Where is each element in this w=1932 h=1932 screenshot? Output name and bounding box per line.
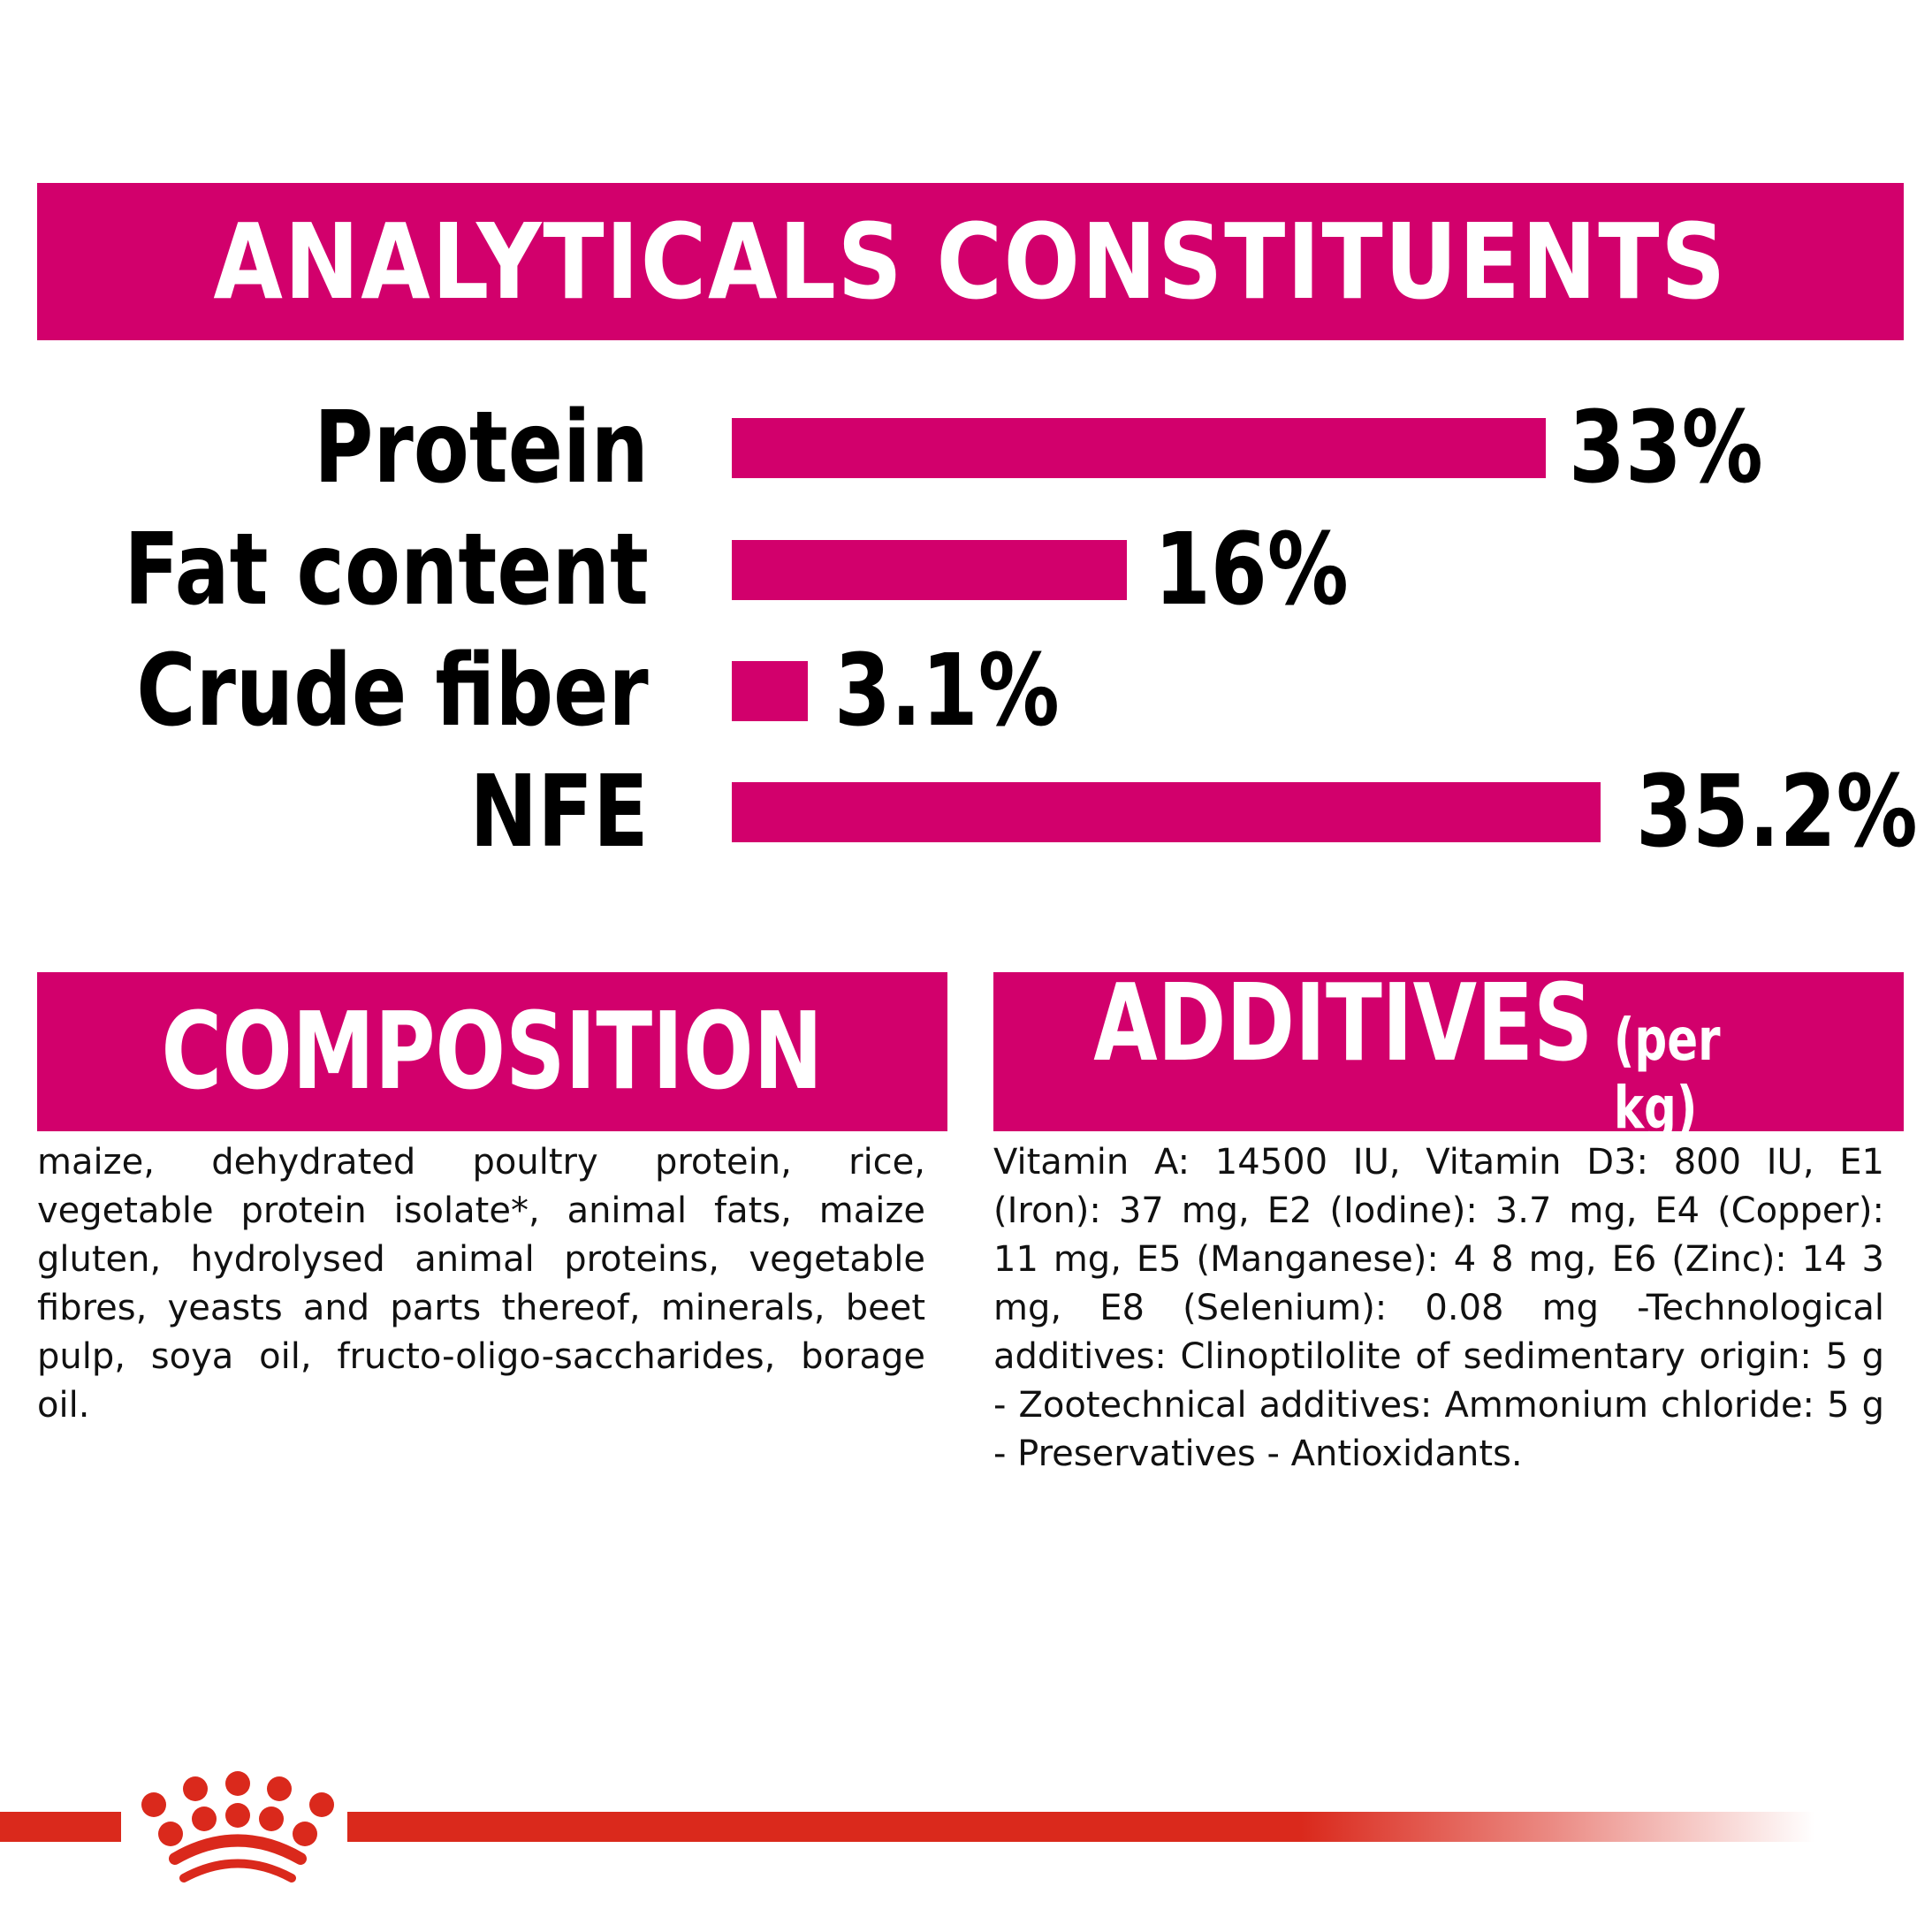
- bar-fiber: [732, 661, 808, 721]
- row-value: 16%: [1154, 513, 1349, 628]
- row-value: 33%: [1569, 391, 1763, 506]
- row-label: Protein: [314, 391, 649, 506]
- composition-title: COMPOSITION: [161, 990, 824, 1114]
- additives-title: ADDITIVES: [1093, 962, 1594, 1085]
- chart-row-fiber: Crude fiber 3.1%: [0, 638, 1932, 744]
- bar-fat: [732, 540, 1127, 600]
- row-label: Crude fiber: [136, 634, 649, 749]
- chart-row-fat: Fat content 16%: [0, 517, 1932, 623]
- crown-icon: [141, 1771, 334, 1883]
- row-value: 35.2%: [1636, 755, 1918, 870]
- row-label: NFE: [469, 755, 649, 870]
- composition-body: maize, dehydrated poultry protein, rice,…: [37, 1142, 925, 1426]
- row-label: Fat content: [124, 513, 649, 628]
- additives-text: Vitamin A: 14500 IU, Vitamin D3: 800 IU,…: [993, 1138, 1884, 1479]
- additives-header: ADDITIVES (per kg): [993, 962, 1904, 1142]
- chart-row-nfe: NFE 35.2%: [0, 759, 1932, 865]
- footer-line-right: [347, 1812, 1814, 1842]
- footer-line-left: [0, 1812, 121, 1842]
- composition-text: maize, dehydrated poultry protein, rice,…: [37, 1138, 925, 1430]
- bar-nfe: [732, 782, 1601, 842]
- row-value: 3.1%: [834, 634, 1060, 749]
- additives-subtitle: (per kg): [1613, 1005, 1721, 1142]
- composition-header: COMPOSITION: [37, 972, 947, 1131]
- bar-protein: [732, 418, 1546, 478]
- chart-row-protein: Protein 33%: [0, 395, 1932, 501]
- header-title: ANALYTICALS CONSTITUENTS: [213, 201, 1728, 323]
- analytical-constituents-header: ANALYTICALS CONSTITUENTS: [37, 183, 1904, 340]
- additives-body: Vitamin A: 14500 IU, Vitamin D3: 800 IU,…: [993, 1142, 1884, 1474]
